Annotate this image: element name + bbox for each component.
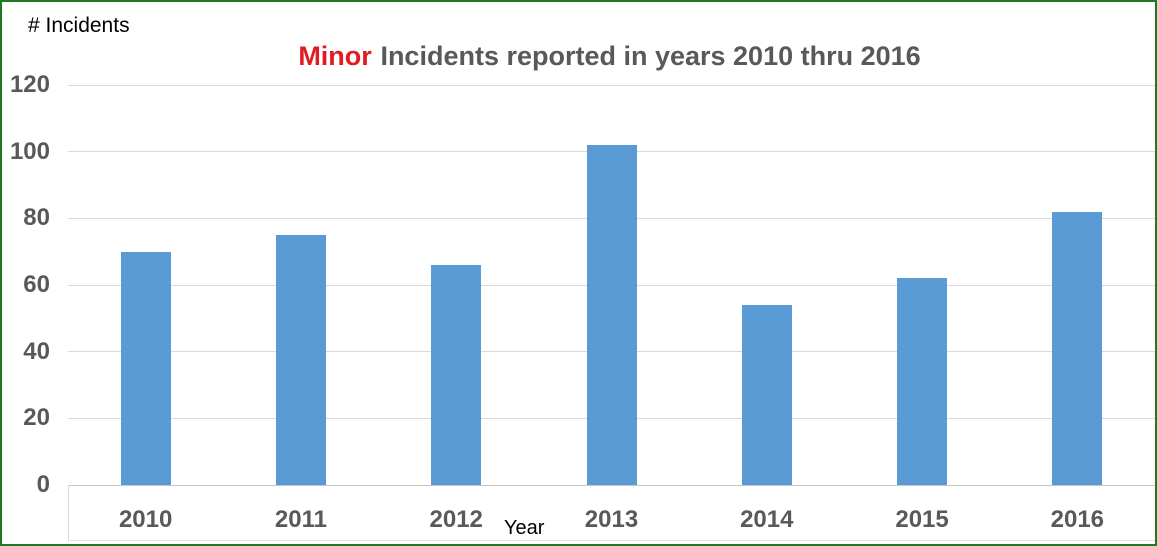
x-tick-label: 2016 (1050, 506, 1105, 533)
y-tick-label: 20 (23, 404, 50, 432)
y-tick-label: 40 (23, 337, 50, 365)
y-tick-label: 120 (9, 71, 50, 98)
bar-2016 (1052, 211, 1103, 485)
bar-2010 (120, 251, 171, 485)
chart-title-highlight: Minor (298, 41, 372, 71)
x-tick-label: 2013 (584, 506, 639, 533)
axis-strip-left-border (68, 485, 69, 541)
x-tick-label: 2015 (895, 506, 949, 533)
bar-2014 (741, 305, 792, 485)
gridline (68, 84, 1155, 86)
x-tick-label: 2010 (118, 506, 173, 533)
y-tick-label: 60 (23, 271, 50, 298)
y-tick-label: 100 (9, 137, 50, 165)
x-axis-line (68, 485, 1155, 486)
bar-2013 (586, 145, 637, 485)
axis-strip-bottom-border (68, 540, 1155, 541)
x-tick-label: 2011 (274, 506, 327, 533)
x-axis-title: Year (504, 517, 545, 539)
x-tick-label: 2012 (429, 506, 483, 533)
bar-2015 (897, 278, 948, 485)
y-tick-label: 0 (36, 471, 50, 498)
chart-title: Minor Incidents reported in years 2010 th… (66, 41, 1153, 72)
y-axis-title: # Incidents (28, 14, 130, 37)
x-tick-label: 2014 (740, 506, 794, 533)
bar-2012 (431, 265, 482, 485)
chart-title-rest: Incidents reported in years 2010 thru 20… (380, 41, 921, 71)
bar-2011 (275, 235, 326, 485)
y-tick-label: 80 (23, 204, 50, 232)
